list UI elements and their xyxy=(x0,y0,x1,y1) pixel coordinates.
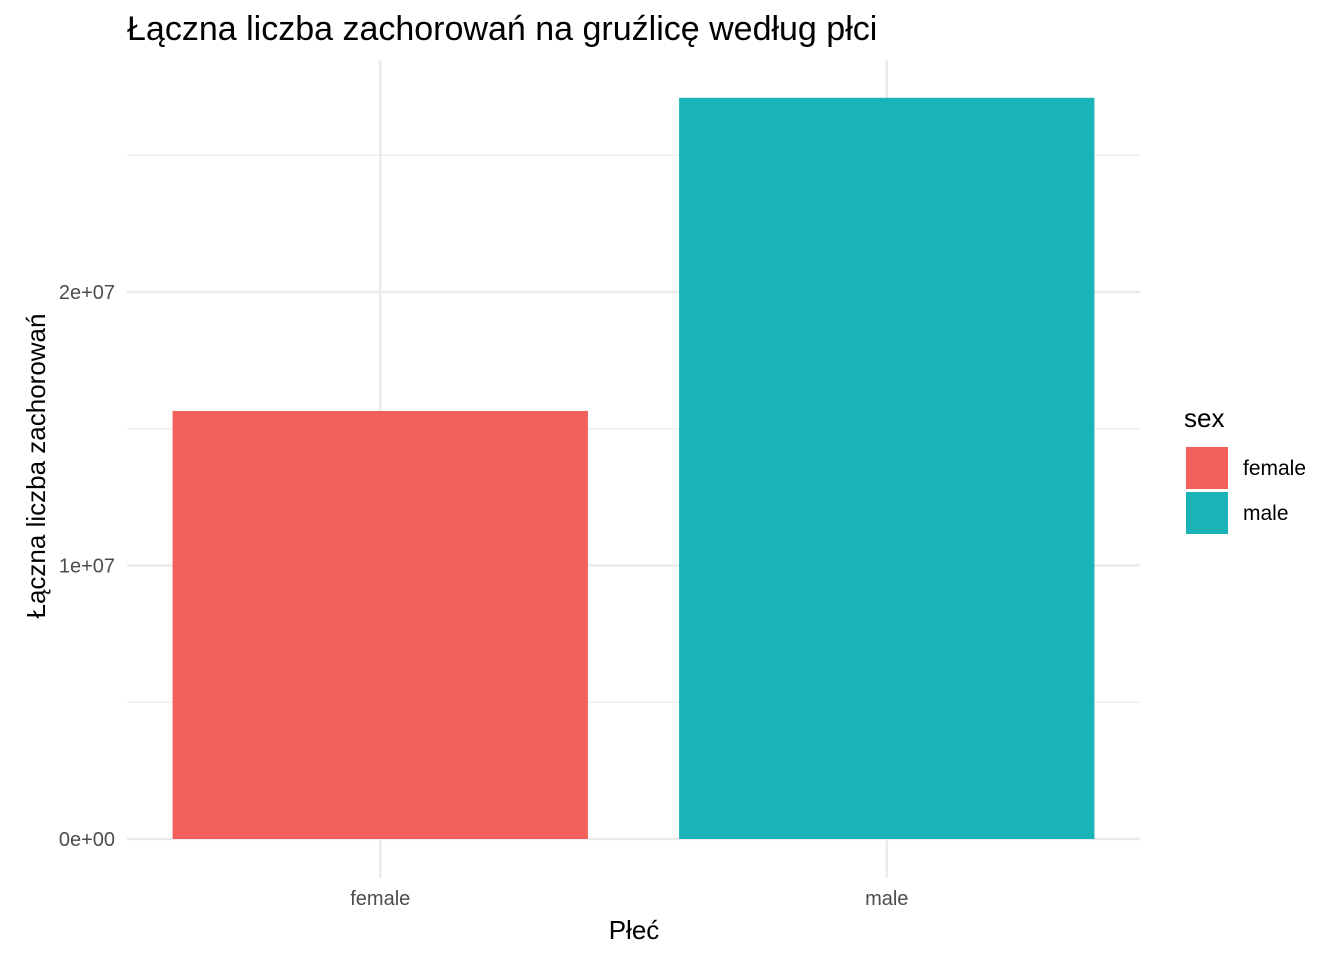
x-tick-label: female xyxy=(350,888,410,910)
legend-label-male: male xyxy=(1243,502,1289,525)
bars xyxy=(172,97,1095,839)
x-axis-title: Płeć xyxy=(609,915,660,945)
legend-key-male xyxy=(1186,492,1228,534)
y-tick-label: 1e+07 xyxy=(59,556,115,578)
legend: sex female male xyxy=(1184,403,1306,534)
legend-label-female: female xyxy=(1243,457,1306,480)
legend-title: sex xyxy=(1184,403,1224,433)
legend-key-female xyxy=(1186,447,1228,489)
chart-title: Łączna liczba zachorowań na gruźlicę wed… xyxy=(127,10,877,48)
bar-male xyxy=(679,97,1095,839)
bar-female xyxy=(172,410,588,839)
y-tick-label: 2e+07 xyxy=(59,282,115,304)
y-axis-title: Łączna liczba zachorowań xyxy=(21,314,51,619)
y-tick-label: 0e+00 xyxy=(59,829,115,851)
y-tick-labels: 0e+00 1e+07 2e+07 xyxy=(59,282,115,851)
x-tick-label: male xyxy=(865,888,908,910)
x-tick-labels: female male xyxy=(350,888,908,910)
